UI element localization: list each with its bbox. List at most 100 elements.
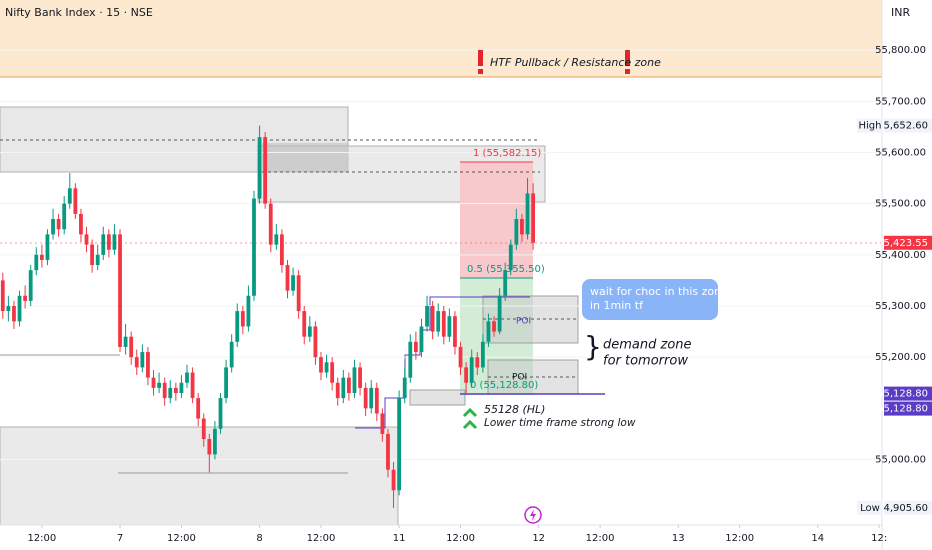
price-label-text: 55,652.60 — [877, 121, 928, 132]
price-label — [884, 401, 932, 416]
candle-body — [352, 367, 357, 393]
candle-body — [112, 234, 117, 250]
poi-label: POI — [512, 373, 527, 383]
candle-body — [508, 244, 513, 271]
x-tick-label: 12: — [871, 533, 887, 544]
y-tick-label: 55,700.00 — [875, 96, 926, 107]
brace: } — [584, 330, 602, 363]
price-tag — [857, 500, 883, 515]
price-tag-text: High — [859, 121, 882, 132]
candle-body — [280, 234, 284, 266]
candle-body — [34, 254, 39, 271]
demand-label: for tomorrow — [603, 354, 688, 369]
candle-body — [196, 398, 201, 419]
y-tick-label: 55,300.00 — [875, 301, 926, 312]
candle-body — [90, 244, 95, 266]
candle-body — [246, 295, 251, 327]
candle-body — [62, 203, 67, 230]
candle-body — [101, 234, 106, 255]
candle-body — [402, 377, 407, 399]
candle-body — [464, 367, 469, 383]
exclaim — [625, 69, 630, 74]
fib-label: 0 (55,128.80) — [470, 380, 538, 391]
poi-label: POI — [516, 317, 531, 327]
candle-body — [531, 193, 536, 243]
chevron — [462, 407, 478, 418]
candle-body — [218, 398, 223, 429]
resistance-zone — [0, 0, 882, 77]
candle-body — [51, 219, 55, 235]
candle-body — [168, 387, 173, 399]
candle-body — [207, 439, 212, 455]
candle-body — [363, 387, 368, 409]
candle-body — [146, 352, 150, 378]
exclaim — [478, 69, 483, 74]
candle-body — [73, 188, 78, 214]
y-tick-label: 55,000.00 — [875, 455, 926, 466]
candle-body — [391, 469, 396, 491]
candle-body — [447, 316, 452, 337]
hl-label: 55128 (HL) — [484, 403, 545, 416]
price-label-text: 55,128.80 — [877, 404, 928, 415]
x-tick-label: 14 — [811, 533, 824, 544]
candle-body — [419, 326, 424, 353]
candle-body — [475, 357, 480, 368]
x-tick-label: 12:00 — [27, 533, 56, 544]
x-tick-label: 13 — [672, 533, 685, 544]
candle-body — [229, 341, 234, 368]
candle-body — [240, 311, 245, 327]
price-label — [884, 118, 932, 133]
candle-body — [413, 341, 418, 353]
x-tick-label: 11 — [393, 533, 406, 544]
fib-label: 0.5 (55,355.50) — [467, 264, 545, 275]
candle-body — [380, 413, 385, 434]
candle-body — [296, 275, 301, 312]
candle-body — [6, 305, 11, 312]
candle-body — [453, 316, 457, 347]
candle-body — [23, 295, 28, 301]
candle-body — [335, 382, 340, 399]
candle-body — [313, 326, 318, 358]
candle-body — [157, 382, 161, 388]
candle-body — [346, 377, 351, 393]
candle-body — [173, 387, 178, 393]
candles — [0, 125, 536, 508]
candle-body — [268, 203, 273, 245]
candle-body — [162, 382, 167, 399]
x-tick-label: 12:00 — [725, 533, 754, 544]
y-tick-label: 55,800.00 — [875, 45, 926, 56]
candle-body — [520, 219, 524, 235]
candle-body — [374, 387, 379, 414]
price-label — [884, 500, 932, 515]
candle-body — [341, 377, 346, 399]
chevron — [462, 419, 478, 430]
y-tick-label: 55,600.00 — [875, 147, 926, 158]
candle-body — [430, 305, 435, 332]
candle-body — [263, 137, 268, 204]
candle-body — [480, 341, 485, 368]
candle-body — [84, 234, 89, 245]
candle-body — [106, 234, 111, 250]
candle-body — [425, 305, 429, 327]
zone-label: HTF Pullback / Resistance zone — [490, 56, 661, 69]
candle-body — [525, 193, 530, 235]
candle-body — [79, 213, 83, 235]
strong-low-label: Lower time frame strong low — [484, 417, 636, 429]
candle-body — [129, 336, 134, 358]
candle-body — [503, 270, 508, 296]
candle-body — [17, 295, 22, 322]
candle-body — [497, 295, 502, 332]
candle-body — [213, 428, 217, 455]
candle-body — [140, 352, 145, 368]
candle-body — [28, 270, 33, 301]
candle-body — [67, 188, 72, 204]
candle-body — [436, 311, 441, 332]
callout-text: wait for choc in this zone — [590, 285, 728, 298]
candle-body — [285, 265, 290, 291]
candle-body — [324, 362, 329, 373]
price-tag — [857, 118, 883, 133]
y-tick-label: 55,500.00 — [875, 199, 926, 210]
candle-body — [179, 382, 184, 393]
event-icon[interactable] — [524, 506, 542, 524]
candle-body — [151, 377, 156, 388]
